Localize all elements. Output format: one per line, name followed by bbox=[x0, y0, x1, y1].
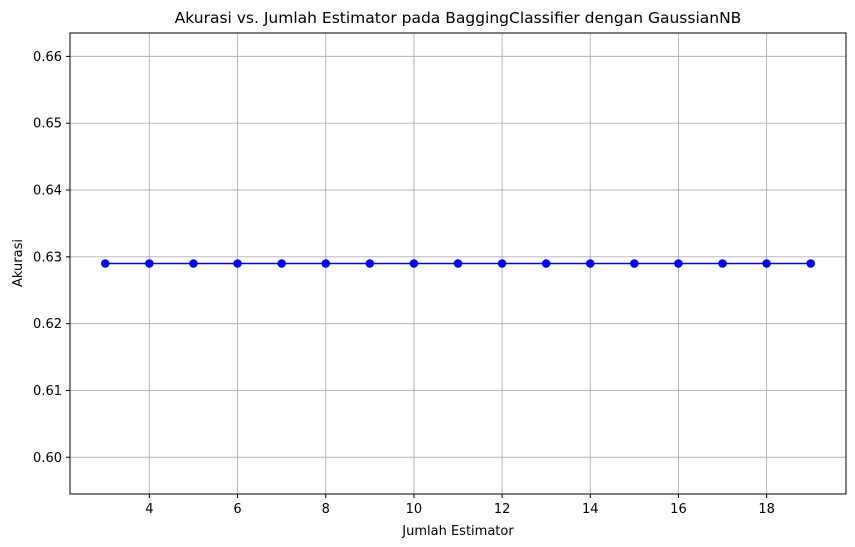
x-tick-label: 16 bbox=[670, 502, 687, 517]
data-point bbox=[321, 259, 331, 268]
data-point bbox=[762, 259, 771, 268]
data-point bbox=[630, 259, 639, 268]
x-tick-label: 8 bbox=[322, 502, 330, 517]
data-point bbox=[718, 259, 727, 268]
data-point bbox=[233, 259, 242, 268]
x-tick-label: 12 bbox=[494, 502, 511, 517]
data-point bbox=[365, 259, 375, 268]
data-point bbox=[585, 259, 595, 268]
x-tick-label: 6 bbox=[233, 502, 241, 517]
x-tick-label: 4 bbox=[145, 502, 153, 517]
plot-frame bbox=[69, 32, 847, 495]
x-tick-label: 14 bbox=[582, 502, 599, 517]
data-point bbox=[145, 259, 154, 268]
data-point bbox=[277, 259, 286, 268]
chart-title: Akurasi vs. Jumlah Estimator pada Baggin… bbox=[175, 9, 742, 27]
y-tick-label: 0.61 bbox=[33, 384, 62, 399]
data-point bbox=[100, 259, 110, 268]
y-tick-label: 0.65 bbox=[33, 117, 62, 132]
y-axis: 0.60 0.61 0.62 0.63 0.64 0.65 0.66 bbox=[33, 50, 70, 466]
x-axis: 4 6 8 10 12 14 16 18 bbox=[145, 494, 775, 517]
data-point bbox=[453, 259, 463, 268]
data-point bbox=[806, 259, 816, 268]
y-tick-label: 0.62 bbox=[33, 317, 62, 332]
x-tick-label: 18 bbox=[758, 502, 775, 517]
x-tick-label: 10 bbox=[406, 502, 423, 517]
y-tick-label: 0.66 bbox=[33, 50, 62, 65]
data-point bbox=[409, 259, 419, 268]
y-tick-label: 0.64 bbox=[33, 184, 62, 199]
series-layer bbox=[100, 259, 816, 268]
x-axis-label: Jumlah Estimator bbox=[401, 524, 514, 539]
data-point bbox=[674, 259, 683, 268]
y-tick-label: 0.63 bbox=[33, 250, 62, 265]
data-point bbox=[189, 259, 198, 268]
y-tick-label: 0.60 bbox=[33, 451, 62, 466]
data-point bbox=[497, 259, 507, 268]
data-point bbox=[541, 259, 551, 268]
y-axis-label: Akurasi bbox=[11, 239, 26, 287]
